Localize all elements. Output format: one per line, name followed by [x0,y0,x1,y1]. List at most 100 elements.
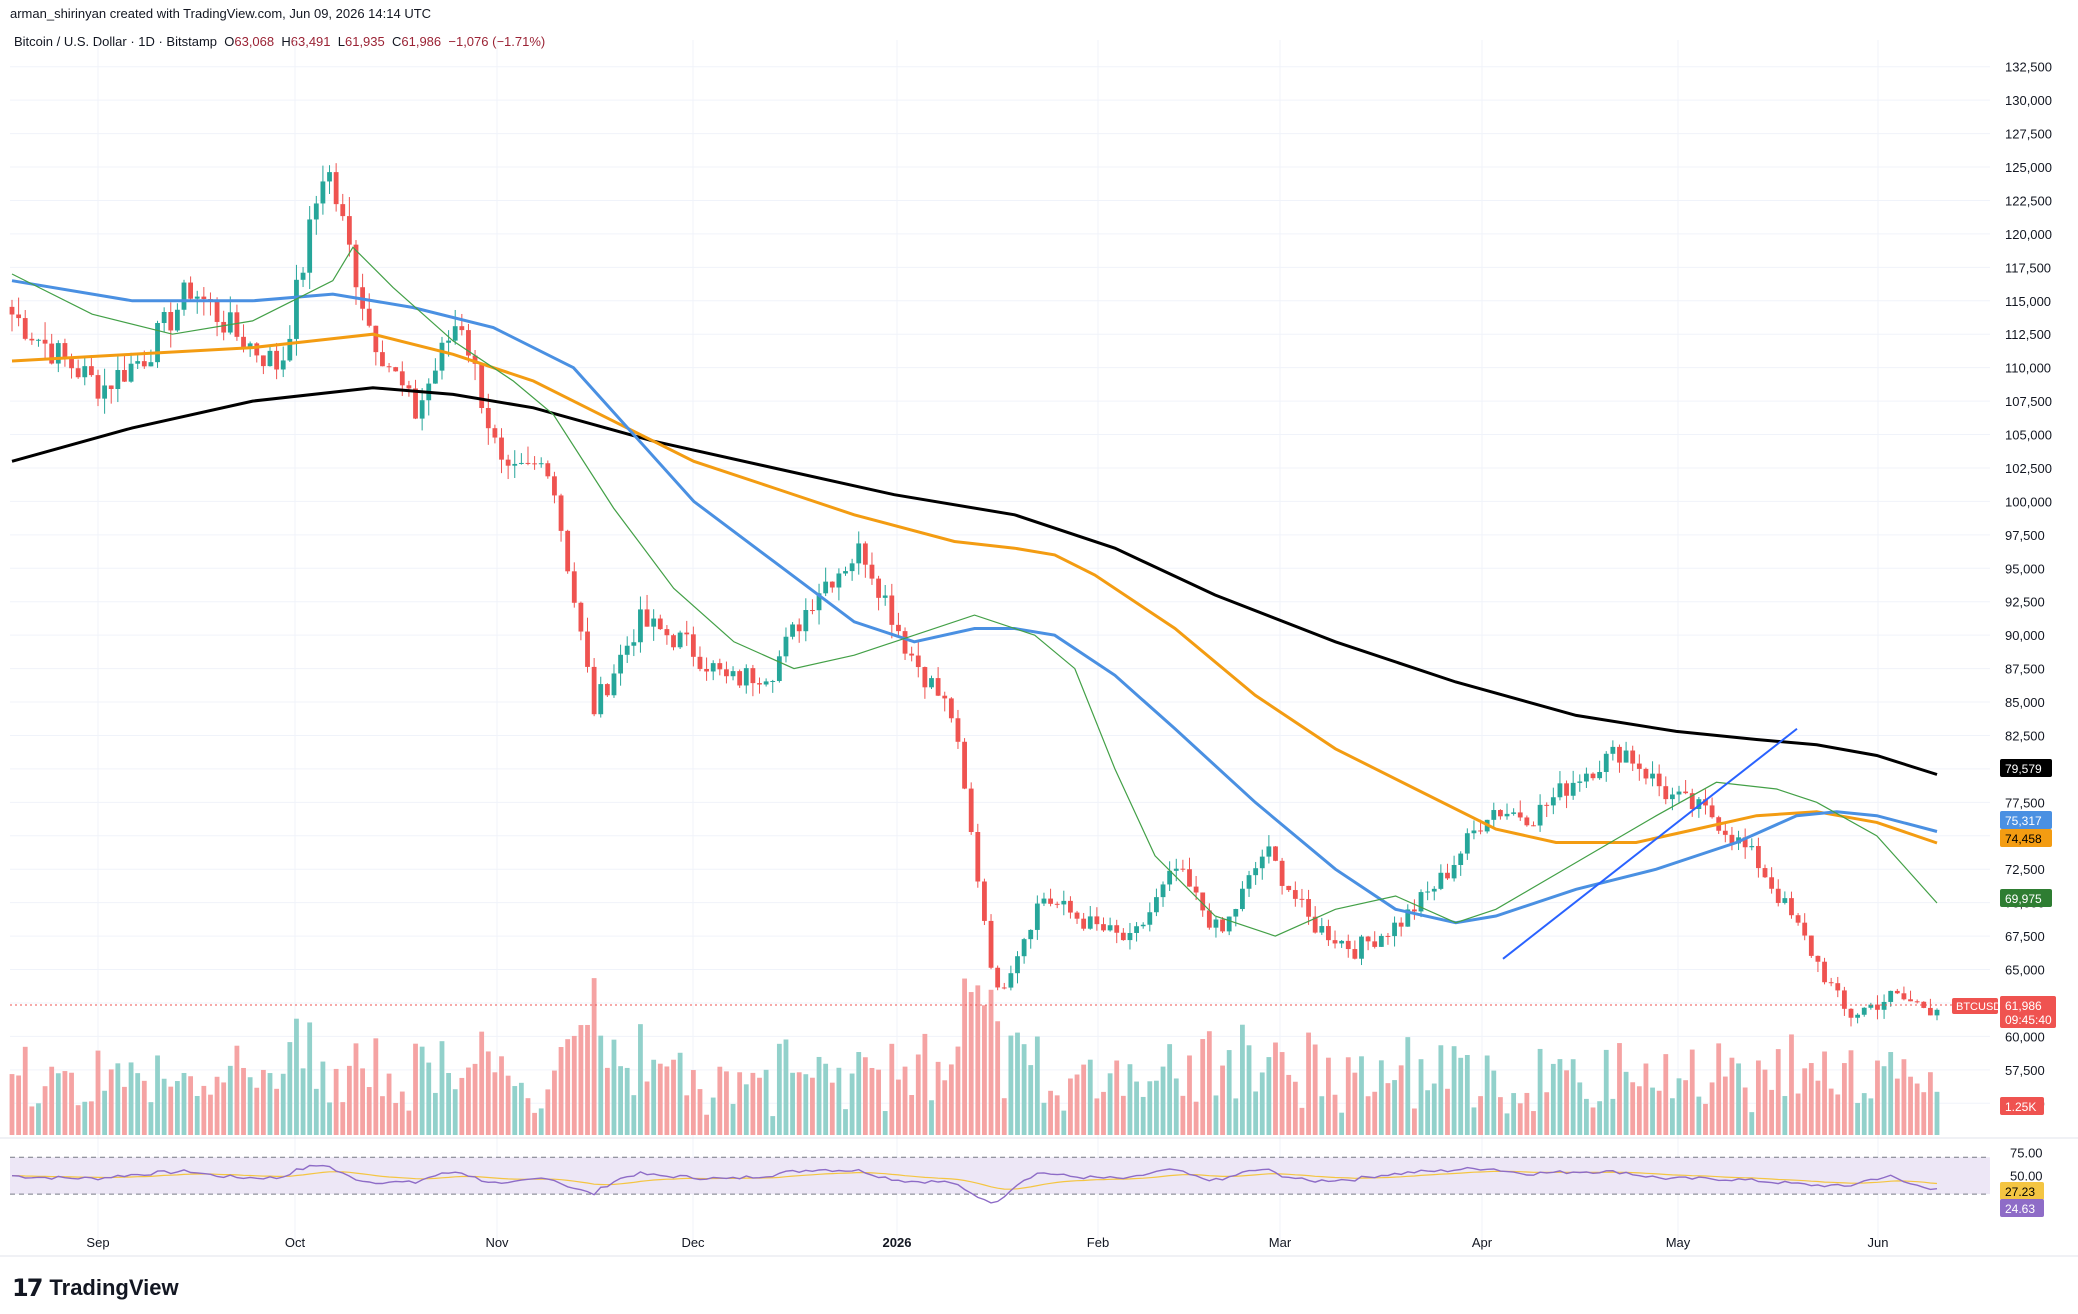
candle-body [1782,898,1788,903]
volume-bar [1795,1093,1801,1135]
volume-bar [1054,1095,1060,1135]
volume-bar [1828,1088,1834,1135]
volume-bar [1888,1052,1894,1135]
time-tick-label: Oct [285,1235,306,1250]
candle-body [1398,922,1404,927]
candle-body [1875,1004,1880,1010]
candle-body [1081,918,1087,929]
candle-body [1418,892,1424,912]
candle-body [1934,1009,1940,1016]
candle-body [1742,837,1748,848]
candle-body [1054,903,1060,905]
volume-bar [1253,1091,1259,1135]
volume-bar [1484,1055,1490,1135]
volume-bar [604,1067,610,1135]
volume-bar [1021,1044,1027,1135]
candlestick-series [9,163,1940,1027]
price-tick-label: 102,500 [2005,461,2052,476]
volume-bar [1451,1046,1457,1135]
candle-body [446,340,451,343]
volume-bar [1742,1087,1748,1135]
volume-bar [518,1082,524,1135]
candle-body [743,668,749,686]
last-price-badge: 61,986 [2005,999,2042,1013]
candle-body [214,301,220,322]
volume-bar [472,1063,478,1135]
ma-blue-badge: 75,317 [2005,814,2042,828]
trendline[interactable] [1502,727,1798,960]
volume-bar [1418,1059,1424,1135]
volume-bar [1134,1081,1139,1135]
candle-body [816,593,822,611]
volume-bar [1187,1055,1192,1135]
price-tick-label: 60,000 [2005,1029,2045,1044]
volume-bar [141,1080,147,1135]
volume-bar [1848,1050,1854,1135]
candle-body [929,678,934,688]
candle-body [346,216,352,245]
candle-body [492,428,498,438]
candle-body [201,296,207,300]
rsi-ma-badge-bg [2000,1182,2044,1200]
candle-body [1120,932,1126,941]
volume-bar [360,1068,366,1135]
candle-body [1868,1004,1874,1008]
candle-body [1537,804,1543,826]
candle-body [829,581,835,588]
candle-body [300,272,306,280]
volume-bar [862,1057,868,1135]
candle-body [677,632,683,648]
symbol-description: Bitcoin / U.S. Dollar · 1D · Bitstamp [14,34,217,49]
volume-bar [1266,1057,1272,1135]
candle-body [148,362,154,367]
volume-bar [1934,1091,1940,1135]
volume-bar [95,1050,101,1135]
volume-bar [1875,1060,1880,1135]
time-axis[interactable]: Sep Oct Nov Dec 2026 Feb Mar Apr May Jun [86,1235,1888,1250]
volume-bar [512,1086,518,1135]
volume-bar [1173,1078,1179,1135]
time-tick-label: Sep [86,1235,109,1250]
candle-body [274,350,280,370]
tradingview-logo-text: TradingView [49,1275,179,1300]
candle-body [1729,834,1735,844]
candle-body [1226,916,1232,932]
candle-body [55,343,61,364]
volume-bar [102,1090,108,1135]
volume-bar [1008,1035,1014,1135]
volume-bar [1531,1111,1536,1135]
candle-body [1669,794,1675,800]
candle-body [135,361,141,364]
volume-bar [353,1043,359,1135]
candle-body [168,312,174,331]
volume-bar [1802,1068,1808,1135]
price-tick-label: 112,500 [2005,327,2051,342]
candle-body [1147,912,1153,925]
volume-bar [1286,1074,1292,1135]
volume-bar [1213,1095,1219,1135]
candle-body [1345,940,1351,950]
volume-bar [234,1045,240,1135]
candle-body [1200,892,1206,911]
volume-bar [1107,1073,1113,1135]
candle-body [518,462,524,464]
candle-body [1253,868,1259,876]
volume-bar [1200,1039,1206,1135]
volume-bar [644,1081,650,1135]
candle-body [1498,810,1503,817]
tradingview-logo[interactable]: 17 TradingView [12,1274,179,1302]
candle-body [1140,924,1146,927]
candle-body [1511,812,1517,814]
rsi-line [11,1164,1938,1204]
volume-bar [743,1084,749,1135]
candle-body [155,323,160,363]
candle-body [1299,898,1305,900]
candle-body [1154,897,1159,913]
volume-bar [591,978,597,1135]
candle-body [1894,990,1900,994]
volume-bar [168,1086,174,1135]
candle-body [1015,956,1020,974]
volume-bar [651,1059,657,1135]
price-tick-label: 87,500 [2005,662,2045,677]
